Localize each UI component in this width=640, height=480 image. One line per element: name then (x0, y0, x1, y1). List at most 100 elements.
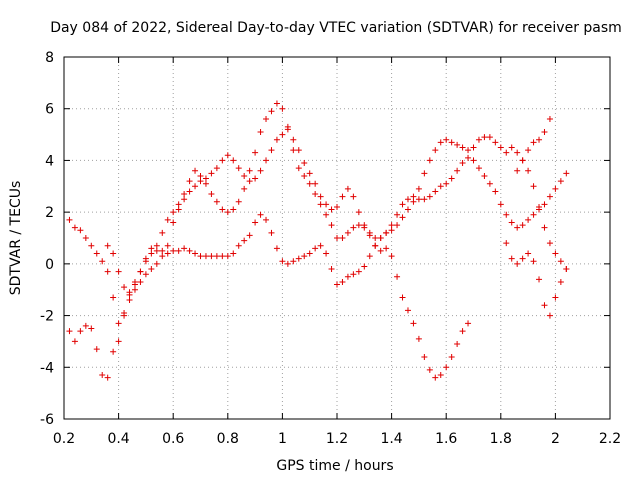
data-point (328, 222, 335, 229)
data-point (131, 278, 138, 285)
data-point (432, 147, 439, 154)
data-point (459, 144, 466, 151)
data-point (525, 216, 532, 223)
data-point (241, 237, 248, 244)
data-point (252, 149, 259, 156)
data-point (426, 193, 433, 200)
data-point (552, 250, 559, 257)
data-point (410, 193, 417, 200)
x-tick-label: 0.4 (107, 431, 129, 447)
data-point (153, 260, 160, 267)
data-point (263, 157, 270, 164)
y-tick-label: 0 (45, 257, 54, 273)
data-point (536, 136, 543, 143)
data-point (170, 209, 177, 216)
data-point (443, 180, 450, 187)
data-point (153, 242, 160, 249)
data-points (66, 100, 570, 381)
data-point (350, 193, 357, 200)
data-point (361, 222, 368, 229)
data-point (530, 211, 537, 218)
data-point (334, 281, 340, 288)
data-point (541, 201, 548, 208)
data-point (192, 167, 199, 174)
data-point (301, 160, 308, 167)
data-point (448, 139, 455, 146)
data-point (415, 335, 422, 342)
data-point (213, 253, 220, 260)
x-tick-label: 1 (278, 431, 287, 447)
data-point (273, 136, 280, 143)
data-point (486, 180, 493, 187)
data-point (546, 312, 553, 319)
y-tick-label: 6 (45, 102, 54, 118)
data-point (252, 175, 259, 182)
data-point (197, 178, 204, 185)
data-point (202, 180, 209, 187)
data-point (181, 196, 188, 203)
data-point (219, 157, 226, 164)
y-tick-label: 2 (45, 205, 54, 221)
data-point (377, 235, 384, 241)
data-point (306, 250, 313, 257)
data-point (82, 322, 89, 329)
data-point (246, 178, 253, 185)
data-point (148, 250, 155, 257)
data-point (235, 165, 242, 172)
data-point (454, 141, 461, 148)
data-point (186, 247, 193, 254)
data-point (290, 147, 297, 154)
data-point (366, 253, 373, 260)
data-point (181, 191, 188, 198)
data-point (268, 108, 275, 115)
data-point (344, 229, 351, 236)
data-point (312, 180, 319, 187)
data-point (350, 271, 357, 278)
data-point (71, 224, 78, 231)
data-point (563, 170, 570, 177)
data-point (301, 172, 308, 179)
data-point (323, 250, 330, 257)
data-point (437, 372, 444, 379)
data-point (454, 341, 461, 348)
data-point (279, 105, 286, 112)
data-point (399, 214, 406, 221)
data-point (519, 157, 526, 164)
data-point (339, 193, 346, 200)
series-track-b (66, 126, 472, 381)
data-point (334, 203, 340, 210)
data-point (410, 320, 417, 327)
data-point (470, 157, 477, 164)
data-point (312, 245, 319, 252)
data-point (230, 206, 237, 213)
data-point (110, 348, 117, 355)
data-point (268, 229, 275, 236)
data-point (142, 258, 149, 265)
data-point (263, 116, 270, 123)
data-point (164, 250, 171, 257)
data-point (383, 229, 390, 236)
data-point (519, 222, 526, 229)
x-tick-label: 0.2 (53, 431, 75, 447)
data-point (71, 338, 78, 345)
data-point (77, 328, 84, 335)
data-point (290, 258, 297, 265)
data-point (110, 294, 117, 301)
data-point (339, 235, 346, 241)
data-point (426, 366, 433, 373)
data-point (508, 255, 515, 262)
data-point (514, 167, 521, 174)
data-point (99, 372, 106, 379)
data-point (541, 128, 548, 135)
data-point (257, 211, 264, 218)
data-point (514, 149, 521, 156)
data-point (230, 250, 237, 257)
series-track-e (514, 116, 553, 174)
data-point (284, 126, 291, 133)
data-point (394, 211, 401, 218)
data-point (383, 245, 390, 252)
data-point (126, 297, 133, 304)
y-tick-label: -4 (40, 360, 54, 376)
